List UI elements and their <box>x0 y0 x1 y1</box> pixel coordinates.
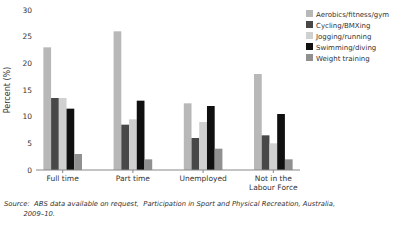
legend-swatch <box>306 10 313 17</box>
chart: 0 5 10 15 20 25 30 Percent (%) Full time Part tim… <box>0 0 397 227</box>
x-axis-line <box>36 170 300 171</box>
y-tick-label: 25 <box>22 32 32 41</box>
bars <box>43 31 292 170</box>
y-tick-label: 5 <box>27 139 32 148</box>
bar <box>285 159 293 170</box>
bar <box>144 159 152 170</box>
bar <box>254 74 262 170</box>
bar <box>59 98 67 170</box>
x-tick-label: Not in theLabour Force <box>249 174 298 192</box>
x-tick <box>132 170 133 173</box>
x-tick-label-line: Labour Force <box>249 183 298 192</box>
x-tick-label: Part time <box>116 174 151 183</box>
legend-swatch <box>306 54 313 61</box>
legend-label: Swimming/diving <box>316 44 376 52</box>
bar <box>74 154 82 170</box>
bar <box>129 119 137 170</box>
bar <box>114 31 122 170</box>
source-note: Source: ABS data available on request, P… <box>4 200 335 208</box>
bar <box>121 125 129 170</box>
legend-label: Weight training <box>316 55 370 63</box>
legend-swatch <box>306 43 313 50</box>
bar <box>184 103 192 170</box>
bar <box>51 98 59 170</box>
bar <box>192 138 200 170</box>
bar <box>262 135 270 170</box>
bar <box>269 143 277 170</box>
legend-label: Cycling/BMXing <box>316 22 370 30</box>
y-tick-label: 15 <box>22 86 32 95</box>
x-tick-label: Full time <box>47 174 80 183</box>
x-tick <box>273 170 274 173</box>
x-tick-label: Unemployed <box>179 174 227 183</box>
legend-label: Aerobics/fitness/gym <box>316 11 389 19</box>
bar <box>215 149 223 170</box>
x-tick <box>203 170 204 173</box>
bar <box>207 106 215 170</box>
legend-label: Jogging/running <box>315 33 371 41</box>
bar <box>67 109 75 170</box>
bar <box>277 114 285 170</box>
legend-swatch <box>306 32 313 39</box>
bar <box>43 47 51 170</box>
y-tick-label: 20 <box>22 59 32 68</box>
bar <box>199 122 207 170</box>
y-axis-label: Percent (%) <box>3 67 12 114</box>
legend-swatch <box>306 21 313 28</box>
y-tick-label: 30 <box>22 6 32 15</box>
source-note: 2009–10. <box>4 210 55 218</box>
y-tick-label: 10 <box>22 112 32 121</box>
x-tick <box>62 170 63 173</box>
bar <box>137 101 145 170</box>
y-tick-label: 0 <box>27 166 32 175</box>
